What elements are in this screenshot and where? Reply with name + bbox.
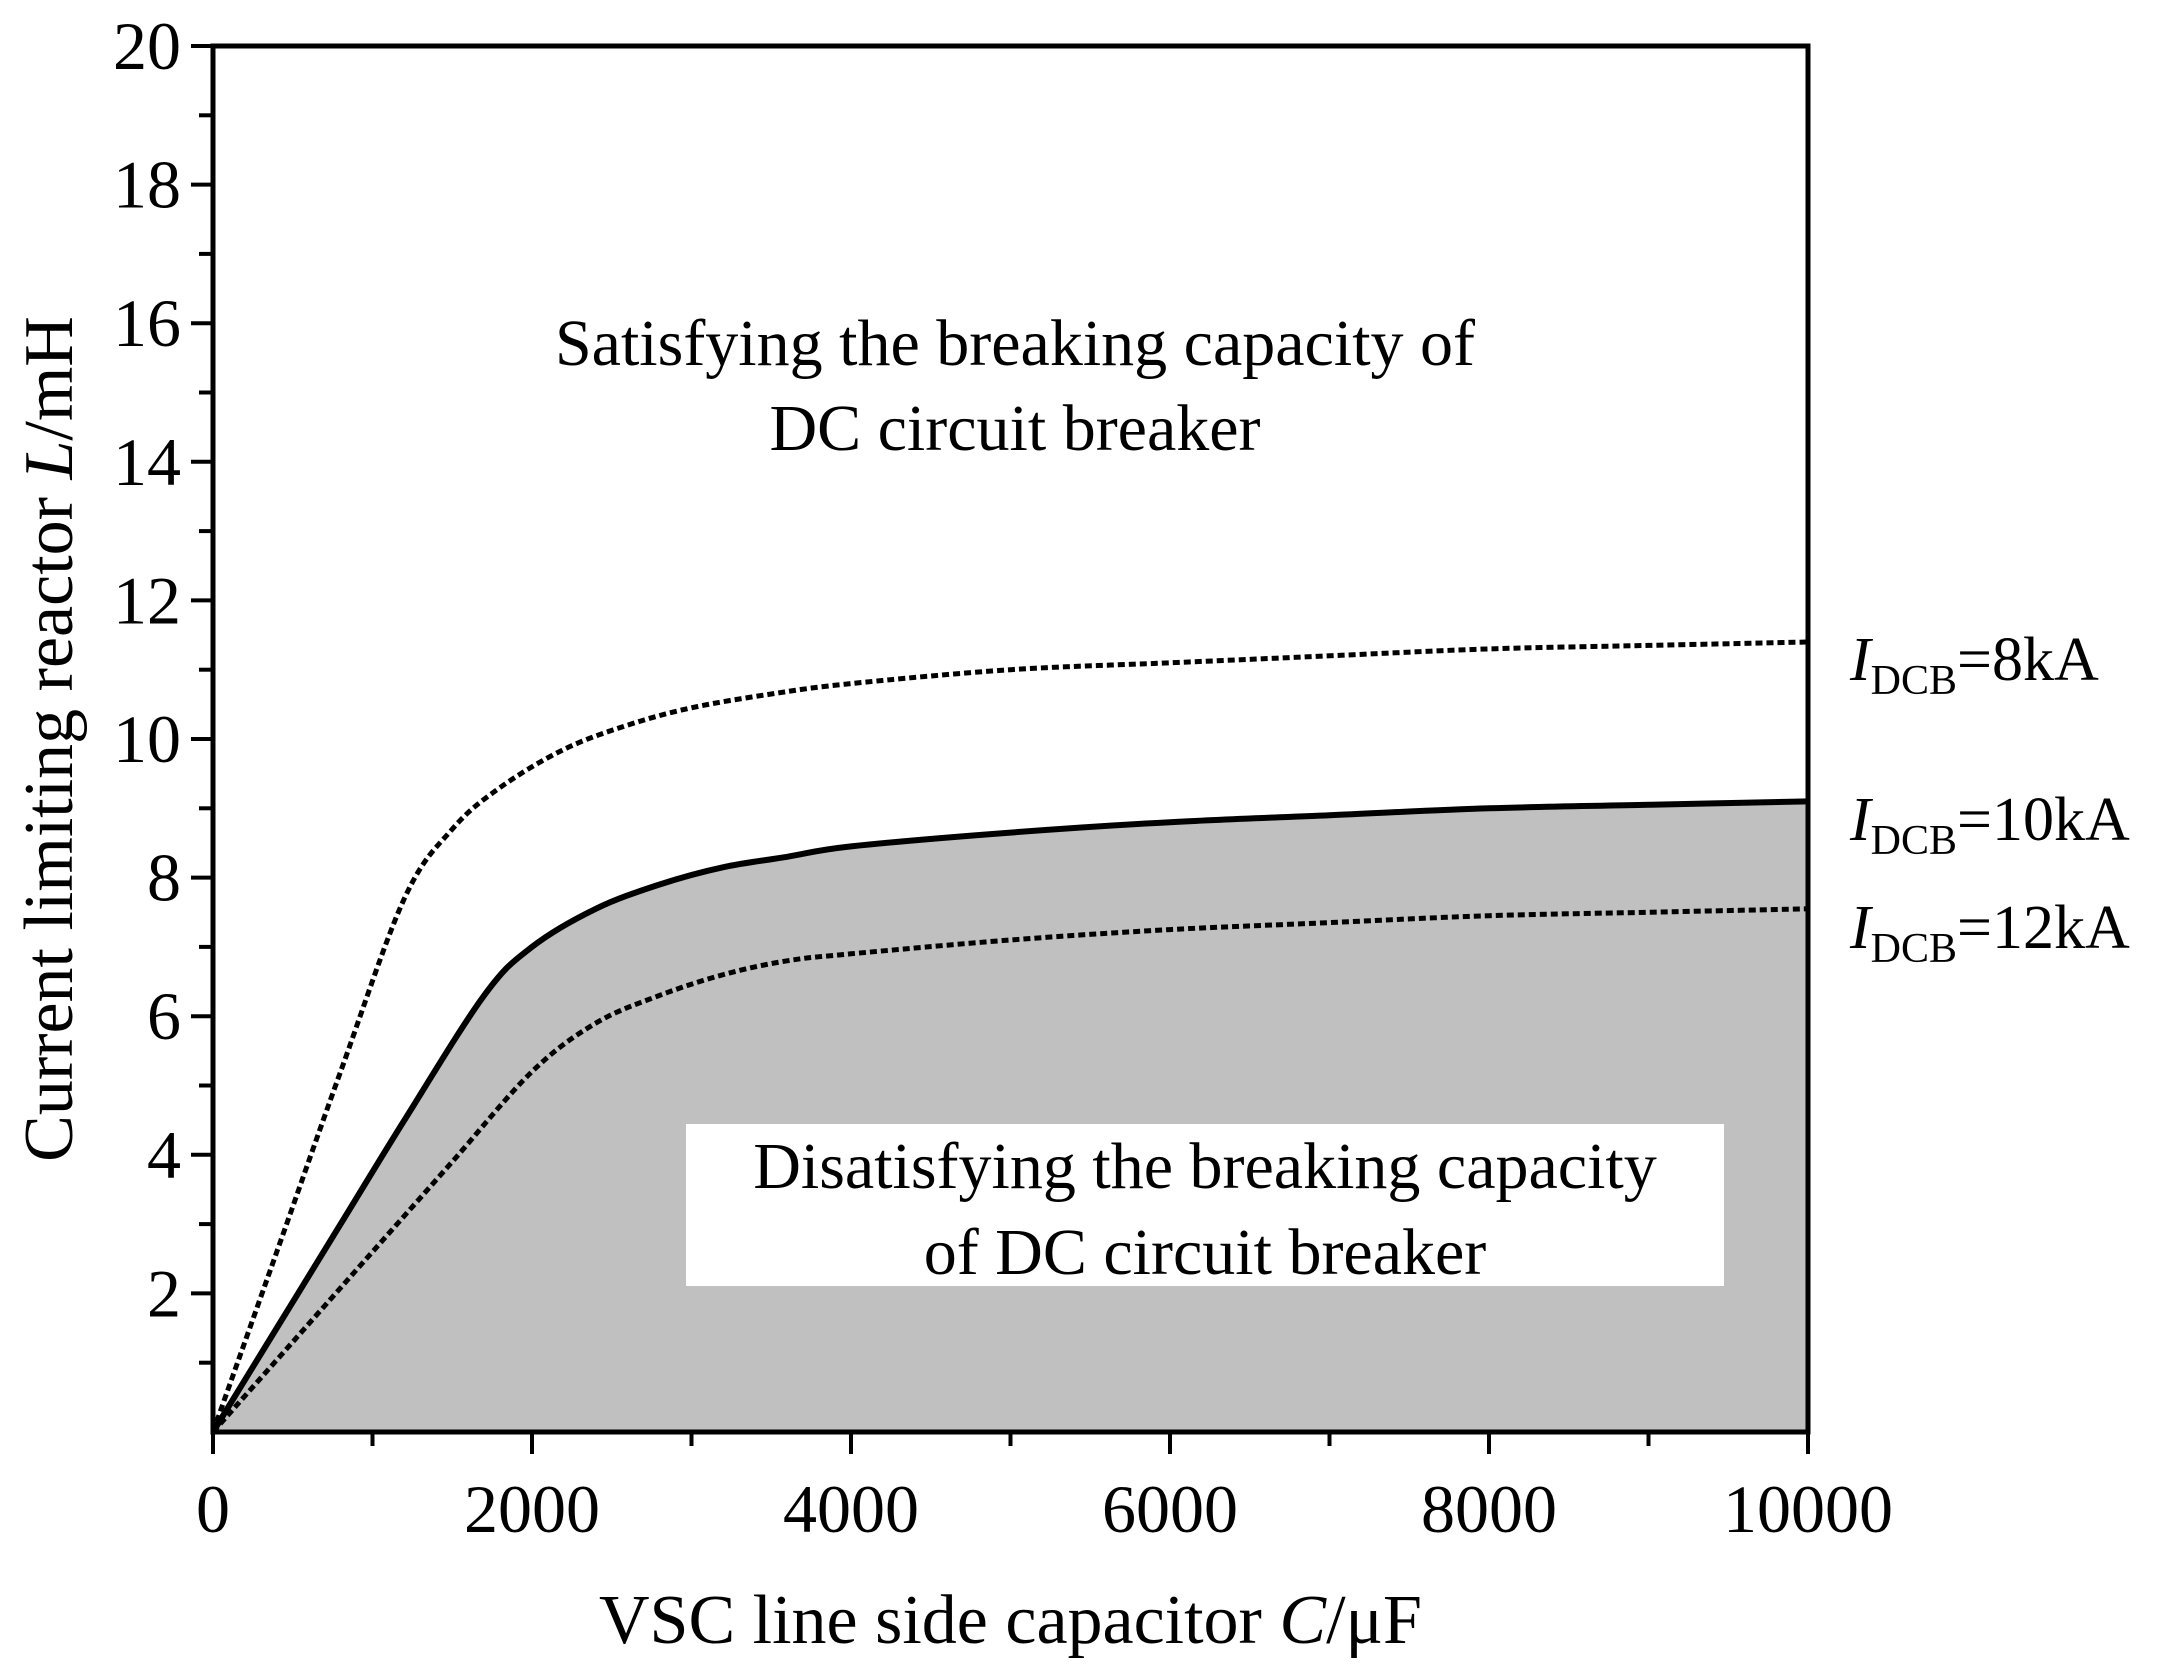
- y-tick-label-6: 6: [147, 978, 181, 1054]
- x-tick-label-0: 0: [196, 1471, 230, 1547]
- x-tick-label-8000: 8000: [1421, 1471, 1557, 1547]
- y-tick-label-4: 4: [147, 1117, 181, 1193]
- x-tick-label-10000: 10000: [1723, 1471, 1893, 1547]
- lower-region-label-line-1: of DC circuit breaker: [924, 1216, 1487, 1289]
- x-axis-title: VSC line side capacitor C/μF: [599, 1582, 1422, 1659]
- series-line-2: [211, 906, 1809, 1434]
- upper-region-label-line-0: Satisfying the breaking capacity of: [555, 307, 1475, 380]
- y-tick-label-12: 12: [113, 562, 181, 638]
- y-tick-label-10: 10: [113, 701, 181, 777]
- y-tick-label-16: 16: [113, 285, 181, 361]
- lower-region-label-line-0: Disatisfying the breaking capacity: [753, 1130, 1657, 1203]
- axes-layer: 0 2000 4000 6000 8000 10000 2 4 6 8 10 12 14 16 18 20 VS…: [11, 8, 1893, 1659]
- region-label-layer: Satisfying the breaking capacity of DC ci…: [555, 307, 1724, 1289]
- y-tick-label-14: 14: [113, 424, 181, 500]
- series-layer: [210, 639, 1809, 1434]
- y-axis-title: Current limiting reactor L/mH: [11, 316, 88, 1162]
- series-label-1: IDCB=10kA: [1849, 786, 2130, 864]
- x-tick-label-6000: 6000: [1102, 1471, 1238, 1547]
- series-line-0: [210, 639, 1809, 1433]
- lower-region-label-box: [686, 1124, 1724, 1286]
- series-label-layer: IDCB=8kA IDCB=10kA IDCB=12kA: [1849, 626, 2130, 972]
- series-line-1: [210, 798, 1809, 1434]
- y-tick-label-8: 8: [147, 840, 181, 916]
- upper-region-label-line-1: DC circuit breaker: [769, 392, 1260, 465]
- x-tick-label-2000: 2000: [464, 1471, 600, 1547]
- y-tick-label-2: 2: [147, 1255, 181, 1331]
- x-tick-label-4000: 4000: [783, 1471, 919, 1547]
- y-tick-label-20: 20: [113, 8, 181, 84]
- series-label-0: IDCB=8kA: [1849, 626, 2099, 704]
- y-tick-label-18: 18: [113, 147, 181, 223]
- series-label-2: IDCB=12kA: [1849, 894, 2130, 972]
